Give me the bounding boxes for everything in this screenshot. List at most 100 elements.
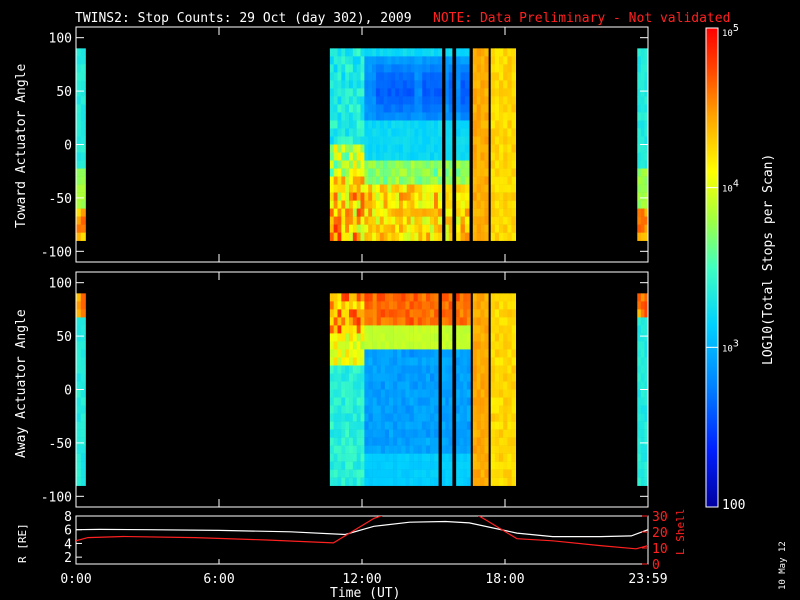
away-heatmap-cell: [417, 301, 423, 310]
away-heatmap-cell: [484, 349, 489, 358]
away-heatmap-cell: [364, 453, 369, 462]
toward-heatmap-cell: [399, 216, 404, 225]
away-heatmap-cell: [490, 413, 496, 422]
r-distance-line: [76, 520, 648, 538]
toward-heatmap-cell: [414, 64, 419, 73]
away-heatmap-cell: [364, 437, 369, 446]
away-heatmap-cell: [466, 405, 471, 414]
away-heatmap-cell: [421, 317, 427, 326]
toward-heatmap-cell: [437, 152, 443, 161]
away-heatmap-cell: [637, 357, 642, 366]
toward-heatmap-cell: [480, 176, 485, 185]
away-heatmap-cell: [441, 397, 446, 406]
toward-heatmap-cell: [329, 168, 334, 177]
toward-heatmap-cell: [414, 144, 419, 153]
away-heatmap-cell: [333, 421, 338, 430]
away-heatmap-cell: [376, 325, 382, 334]
toward-heatmap-cell: [414, 128, 419, 137]
away-heatmap-cell: [507, 341, 512, 350]
away-heatmap-cell: [459, 365, 464, 374]
toward-heatmap-cell: [383, 200, 388, 209]
away-heatmap-cell: [409, 349, 414, 358]
away-heatmap-cell: [356, 413, 361, 422]
toward-heatmap-cell: [387, 80, 392, 89]
toward-heatmap-cell: [372, 64, 377, 73]
toward-heatmap-cell: [368, 192, 373, 201]
toward-heatmap-cell: [437, 216, 443, 225]
away-heatmap-cell: [494, 469, 500, 478]
away-heatmap-cell: [644, 397, 649, 406]
away-heatmap-cell: [341, 381, 346, 390]
away-heatmap-cell: [384, 333, 390, 342]
away-heatmap-cell: [494, 429, 500, 438]
toward-heatmap-cell: [434, 80, 439, 89]
away-heatmap-cell: [499, 309, 504, 318]
away-heatmap-cell: [401, 325, 406, 334]
toward-heatmap-cell: [379, 232, 384, 241]
away-heatmap-cell: [480, 349, 485, 358]
away-heatmap-cell: [441, 445, 446, 454]
away-heatmap-cell: [364, 405, 369, 414]
away-heatmap-cell: [425, 365, 431, 374]
away-heatmap-cell: [413, 293, 419, 302]
away-heatmap-cell: [376, 333, 382, 342]
toward-heatmap-cell: [426, 192, 431, 201]
toward-heatmap-cell: [345, 216, 350, 225]
toward-heatmap-cell: [395, 184, 400, 193]
toward-heatmap-cell: [437, 56, 443, 65]
away-heatmap-cell: [476, 333, 481, 342]
away-heatmap-cell: [484, 469, 489, 478]
away-heatmap-cell: [511, 365, 517, 374]
toward-heatmap-cell: [460, 160, 466, 169]
away-heatmap-cell: [80, 453, 86, 462]
toward-heatmap-cell: [644, 176, 649, 185]
toward-heatmap-cell: [499, 128, 504, 137]
away-heatmap-cell: [463, 333, 468, 342]
toward-heatmap-cell: [472, 192, 477, 201]
toward-heatmap-cell: [387, 160, 392, 169]
away-heatmap-cell: [466, 445, 471, 454]
toward-heatmap-cell: [387, 112, 392, 121]
away-heatmap-cell: [463, 429, 468, 438]
away-heatmap-cell: [405, 309, 410, 318]
toward-heatmap-cell: [360, 72, 365, 81]
toward-heatmap-cell: [448, 176, 453, 185]
toward-heatmap-cell: [387, 72, 392, 81]
away-heatmap-cell: [341, 469, 346, 478]
toward-heatmap-cell: [437, 72, 443, 81]
away-heatmap-cell: [499, 477, 504, 486]
toward-heatmap-cell: [349, 64, 354, 73]
away-heatmap-cell: [384, 301, 390, 310]
toward-heatmap-cell: [430, 48, 435, 57]
toward-heatmap-cell: [476, 144, 481, 153]
away-heatmap-cell: [356, 317, 361, 326]
toward-heatmap-cell: [337, 64, 342, 73]
away-heatmap-cell: [503, 373, 508, 382]
toward-heatmap-cell: [464, 200, 470, 209]
toward-heatmap-cell: [503, 216, 508, 225]
toward-heatmap-cell: [391, 152, 396, 161]
away-heatmap-cell: [472, 293, 477, 302]
toward-heatmap-cell: [503, 160, 508, 169]
toward-heatmap-cell: [640, 184, 645, 193]
away-heatmap-cell: [459, 429, 464, 438]
toward-heatmap-cell: [414, 168, 419, 177]
away-heatmap-cell: [507, 333, 512, 342]
toward-heatmap-cell: [80, 96, 86, 105]
toward-heatmap-cell: [490, 96, 496, 105]
toward-heatmap-cell: [445, 64, 450, 73]
away-heatmap-cell: [466, 325, 471, 334]
toward-heatmap-cell: [387, 152, 392, 161]
away-heatmap-cell: [76, 397, 82, 406]
toward-heatmap-cell: [379, 56, 384, 65]
toward-heatmap-cell: [387, 224, 392, 233]
away-heatmap-cell: [341, 445, 346, 454]
toward-heatmap-cell: [341, 152, 346, 161]
away-heatmap-cell: [76, 373, 82, 382]
toward-heatmap-cell: [356, 232, 361, 241]
away-heatmap-cell: [644, 461, 649, 470]
toward-heatmap-cell: [490, 144, 496, 153]
toward-heatmap-cell: [333, 48, 338, 57]
away-heatmap-cell: [333, 381, 338, 390]
toward-heatmap-cell: [460, 48, 466, 57]
